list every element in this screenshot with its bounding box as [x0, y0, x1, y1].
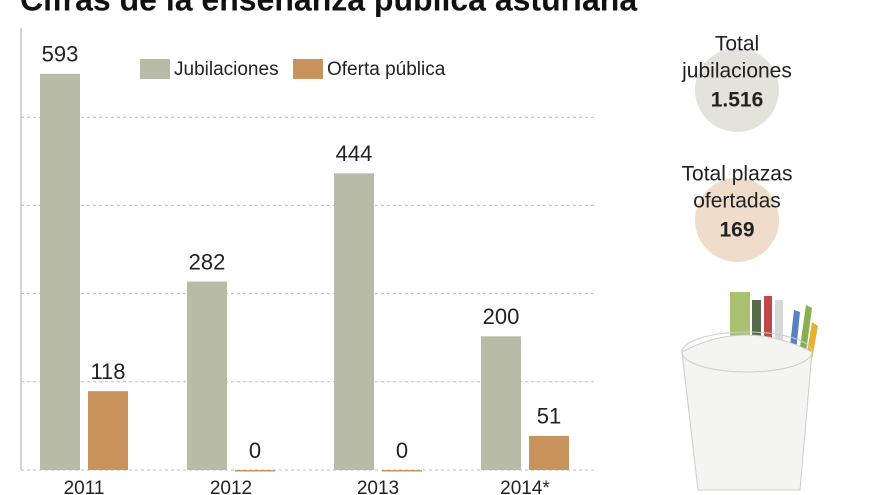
bar — [235, 470, 275, 472]
bar — [40, 73, 80, 470]
x-tick-label: 2012 — [210, 478, 252, 495]
x-tick-label: 2014* — [500, 478, 550, 495]
data-label: 444 — [336, 141, 373, 166]
bar — [88, 391, 128, 470]
x-tick-label: 2011 — [64, 478, 105, 495]
total-label: Total plazas — [682, 163, 793, 186]
bar — [334, 173, 374, 470]
legend-label: Jubilaciones — [174, 59, 279, 80]
bar — [529, 435, 569, 470]
bar — [187, 281, 227, 470]
legend-label: Oferta pública — [327, 59, 446, 80]
total-value: 169 — [719, 219, 754, 242]
data-label: 0 — [249, 438, 261, 463]
total-label: ofertadas — [693, 190, 781, 213]
data-label: 282 — [189, 249, 226, 274]
data-label: 51 — [537, 404, 561, 429]
legend-swatch — [140, 59, 170, 79]
data-label: 0 — [396, 438, 408, 463]
legend-swatch — [293, 59, 323, 79]
total-label: Total — [715, 33, 759, 56]
chart-title: Cifras de la enseñanza pública asturiana — [20, 0, 637, 17]
pencil-cup — [681, 292, 818, 491]
bar — [481, 336, 521, 470]
bar — [382, 470, 422, 472]
total-circle — [695, 48, 779, 132]
data-label: 118 — [90, 359, 125, 384]
x-tick-label: 2013 — [357, 478, 399, 495]
total-label: jubilaciones — [681, 60, 792, 83]
total-value: 1.516 — [711, 89, 764, 112]
data-label: 593 — [42, 42, 79, 67]
total-circle — [695, 178, 779, 262]
data-label: 200 — [483, 304, 520, 329]
